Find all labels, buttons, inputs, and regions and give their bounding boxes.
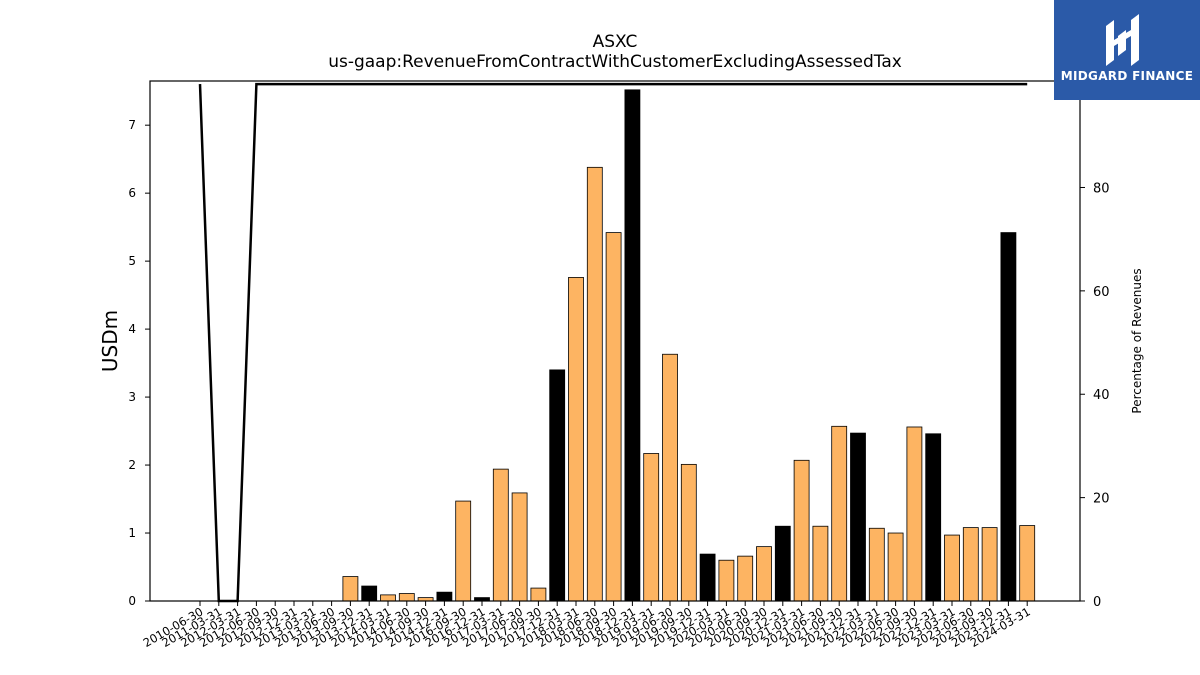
chart-title: ASXC [592,32,638,52]
y-tick-label-7: 7 [128,118,136,132]
bar-2019-12-31 [699,553,716,602]
bar-2018-06-30 [586,166,603,602]
bar-2013-09-30 [342,576,359,602]
bar-2017-09-30 [530,587,547,602]
y2-tick-label-0: 0 [1093,595,1101,610]
bar-2021-03-31 [793,459,810,602]
bar-2021-12-31 [850,432,866,602]
bar-2020-09-30 [756,546,772,602]
bar-2023-06-30 [962,527,979,602]
bar-2024-03-31 [1019,525,1036,602]
y-tick-label-3: 3 [128,390,136,404]
y-tick-label-2: 2 [128,458,136,472]
bar-2014-06-30 [398,593,415,602]
bar-2017-06-30 [511,492,528,602]
bar-2019-09-30 [680,463,697,602]
bar-2022-09-30 [906,426,923,602]
brand-logo: MIDGARD FINANCE [1054,0,1200,100]
chart-subtitle: us-gaap:RevenueFromContractWithCustomerE… [328,52,902,72]
y2-tick-label-80: 80 [1093,181,1110,196]
bar-2014-12-31 [436,591,453,602]
bar-2020-06-30 [737,555,754,602]
bar-2019-03-31 [643,453,660,602]
y-tick-label-0: 0 [128,594,136,608]
bar-2014-03-31 [380,594,396,602]
bar-2023-03-31 [944,534,960,602]
bar-2021-06-30 [812,525,829,602]
bar-2017-12-31 [549,369,566,602]
y2-tick-label-40: 40 [1093,388,1110,403]
revenue-share-line [198,82,1028,603]
bar-2020-12-31 [774,525,791,602]
y-tick-label-5: 5 [128,254,136,268]
bar-2019-06-30 [662,353,678,602]
logo-mark-icon [1106,14,1139,66]
bar-2022-06-30 [887,532,904,602]
bar-2022-03-31 [868,527,885,602]
bar-2021-09-30 [831,425,848,602]
bar-2013-12-31 [361,585,378,602]
bar-2017-03-31 [492,468,509,602]
bar-2018-12-31 [624,89,641,602]
y-tick-label-1: 1 [128,526,136,540]
bar-2020-03-31 [718,559,735,602]
logo-text: MIDGARD FINANCE [1060,69,1194,83]
y-axis-label: USDm [98,310,122,372]
bar-2023-09-30 [981,527,998,602]
bar-2018-03-31 [568,277,584,602]
plot-frame [149,80,1081,602]
y-tick-label-6: 6 [128,186,136,200]
y2-axis-label: Percentage of Revenues [1130,268,1144,413]
y-tick-label-4: 4 [128,322,136,336]
bar-2023-12-31 [1000,232,1017,602]
bar-2016-09-30 [455,500,472,602]
y2-tick-label-20: 20 [1093,492,1110,507]
bar-2022-12-31 [925,433,942,602]
y2-tick-label-60: 60 [1093,285,1110,300]
bar-2018-09-30 [605,232,622,602]
